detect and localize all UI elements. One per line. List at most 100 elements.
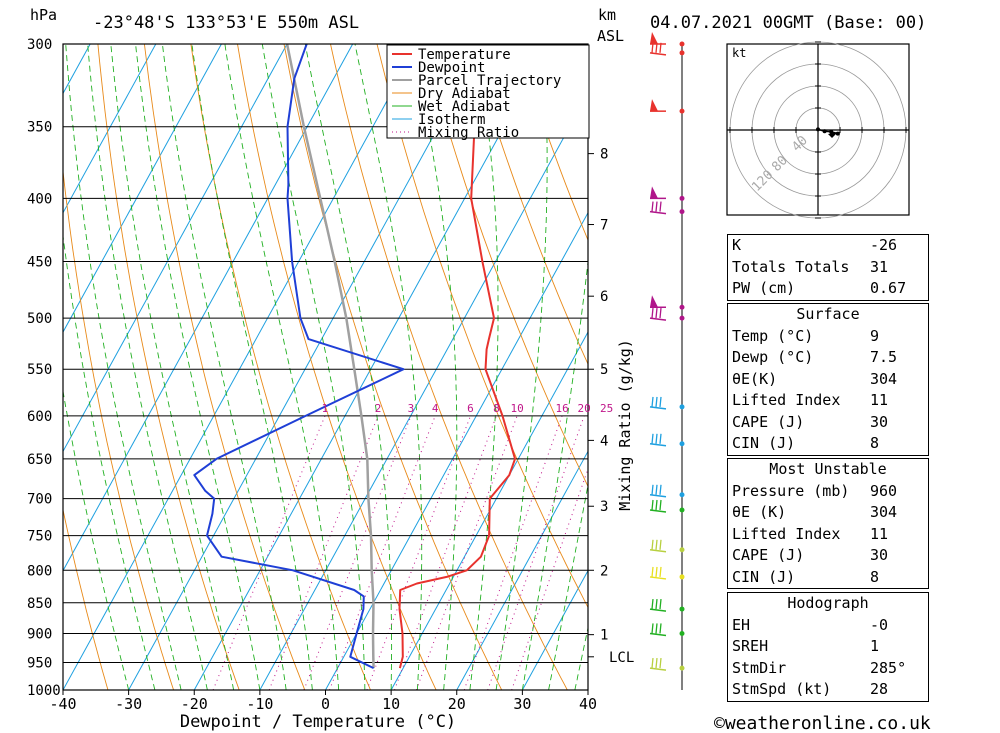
wind-shaft xyxy=(649,509,667,513)
wind-shaft xyxy=(649,317,667,321)
axes: 1 2 3 4 6 8 10 16 20 2530035040045050055060065070… xyxy=(27,37,613,713)
wind-feather xyxy=(659,201,662,212)
wind-feather xyxy=(655,308,658,319)
dry-adiabat-line xyxy=(982,44,1000,690)
wind-barb-dot xyxy=(679,606,685,612)
mixing-ratio-label: 20 xyxy=(578,402,591,415)
dry-adiabat-line xyxy=(516,44,588,242)
wind-shaft xyxy=(649,494,667,498)
wind-barb-dot xyxy=(679,507,685,513)
wind-feather xyxy=(651,396,654,407)
x-axis-label: Dewpoint / Temperature (°C) xyxy=(180,712,456,732)
wind-barb xyxy=(649,42,685,56)
mu-cape-value: 30 xyxy=(870,546,889,564)
wet-adiabat-line xyxy=(521,258,588,690)
surface-table: Surface Temp (°C) 9 Dewp (°C) 7.5 θE(K) 304… xyxy=(727,303,929,456)
dry-adiabat-line xyxy=(237,44,437,690)
most-unstable-title: Most Unstable xyxy=(769,460,887,478)
wind-barb xyxy=(650,186,685,201)
legend-wet-adiabat: Wet Adiabat xyxy=(418,99,511,115)
stmspd-value: 28 xyxy=(870,680,889,698)
x-tick-label: 20 xyxy=(448,695,466,713)
wind-shaft xyxy=(649,632,667,637)
pressure-tick-label: 350 xyxy=(27,120,52,136)
wind-feather xyxy=(655,539,658,550)
isotherm-line xyxy=(63,44,354,572)
location-title: -23°48'S 133°53'E 550m ASL xyxy=(93,13,359,33)
x-tick-label: -10 xyxy=(246,695,273,713)
wind-barb-dot xyxy=(679,315,685,321)
mixing-ratio-label: 3 xyxy=(408,402,415,415)
wind-feather xyxy=(655,566,658,578)
wet-adiabat-line xyxy=(161,44,287,690)
wind-feather xyxy=(659,623,662,634)
wind-feather xyxy=(655,484,658,495)
stmdir-value: 285° xyxy=(870,658,907,677)
wind-barb-dot xyxy=(679,665,685,671)
surface-dewp-value: 7.5 xyxy=(870,348,898,366)
wind-barb-dot xyxy=(679,108,685,114)
mixing-ratio-label: 6 xyxy=(467,402,474,415)
isotherm-line xyxy=(325,211,588,690)
wet-adiabat-line xyxy=(191,44,313,690)
wind-feather xyxy=(651,201,654,212)
isotherm-lines xyxy=(63,44,588,690)
wind-barb xyxy=(649,539,685,553)
wet-adiabat-line xyxy=(110,44,235,690)
pressure-tick-label: 1000 xyxy=(27,683,61,699)
legend-dewpoint: Dewpoint xyxy=(418,60,485,76)
mixing-ratio-line xyxy=(463,415,563,690)
mixing-ratio-line xyxy=(303,415,412,690)
eh-value: -0 xyxy=(870,615,889,634)
dry-adiabat-line xyxy=(469,44,588,366)
hodograph-title: Hodograph xyxy=(787,594,869,612)
mu-li-value: 11 xyxy=(870,524,889,543)
wind-feather xyxy=(659,566,662,578)
mu-theta-value: 304 xyxy=(870,503,898,521)
wind-pennant xyxy=(650,186,658,199)
mixing-ratio-line xyxy=(511,467,588,690)
datetime-title: 04.07.2021 00GMT (Base: 00) xyxy=(650,13,926,33)
indices-table: K -26 Totals Totals 31 PW (cm) 0.67 xyxy=(727,234,929,301)
dewpoint-line xyxy=(193,44,405,669)
wind-barb xyxy=(649,308,685,321)
isotherm-line xyxy=(456,450,588,690)
dry-adiabat-line xyxy=(63,507,109,690)
wind-feather xyxy=(655,433,658,444)
pressure-tick-label: 900 xyxy=(27,626,52,642)
mixing-ratio-line xyxy=(366,415,471,690)
wind-barb-dot xyxy=(679,547,685,553)
mixing-ratio-line xyxy=(487,415,585,690)
isotherm-line xyxy=(63,44,157,214)
hpa-label: hPa xyxy=(30,6,57,24)
wind-barb xyxy=(649,201,685,215)
wind-barb xyxy=(650,32,685,47)
height-tick-label: 6 xyxy=(600,289,608,305)
totals-totals-value: 31 xyxy=(870,257,889,276)
wind-feather xyxy=(655,42,658,53)
wind-feather xyxy=(655,599,658,610)
pressure-tick-label: 700 xyxy=(27,492,52,508)
copyright: ©weatheronline.co.uk xyxy=(714,713,931,733)
x-tick-label: -40 xyxy=(49,695,76,713)
wind-feather xyxy=(651,308,654,319)
mixing-ratio-line xyxy=(394,415,497,690)
wind-barb-dot xyxy=(679,492,685,498)
mixing-ratio-label: 4 xyxy=(432,402,439,415)
isotherm-line xyxy=(521,569,588,690)
wet-adiabat-line xyxy=(135,44,261,690)
wind-barb xyxy=(649,396,685,410)
x-tick-label: -20 xyxy=(181,695,208,713)
surface-cin-value: 8 xyxy=(870,434,880,452)
surface-cape-value: 30 xyxy=(870,412,889,431)
x-tick-label: 0 xyxy=(321,695,330,713)
wind-feather xyxy=(659,433,662,444)
hodograph-point xyxy=(822,129,827,134)
wind-feather xyxy=(651,566,654,578)
asl-label: ASL xyxy=(597,27,624,45)
hodograph-point xyxy=(816,127,820,132)
surface-theta-value: 304 xyxy=(870,369,898,388)
height-tick-label: 2 xyxy=(600,563,608,579)
